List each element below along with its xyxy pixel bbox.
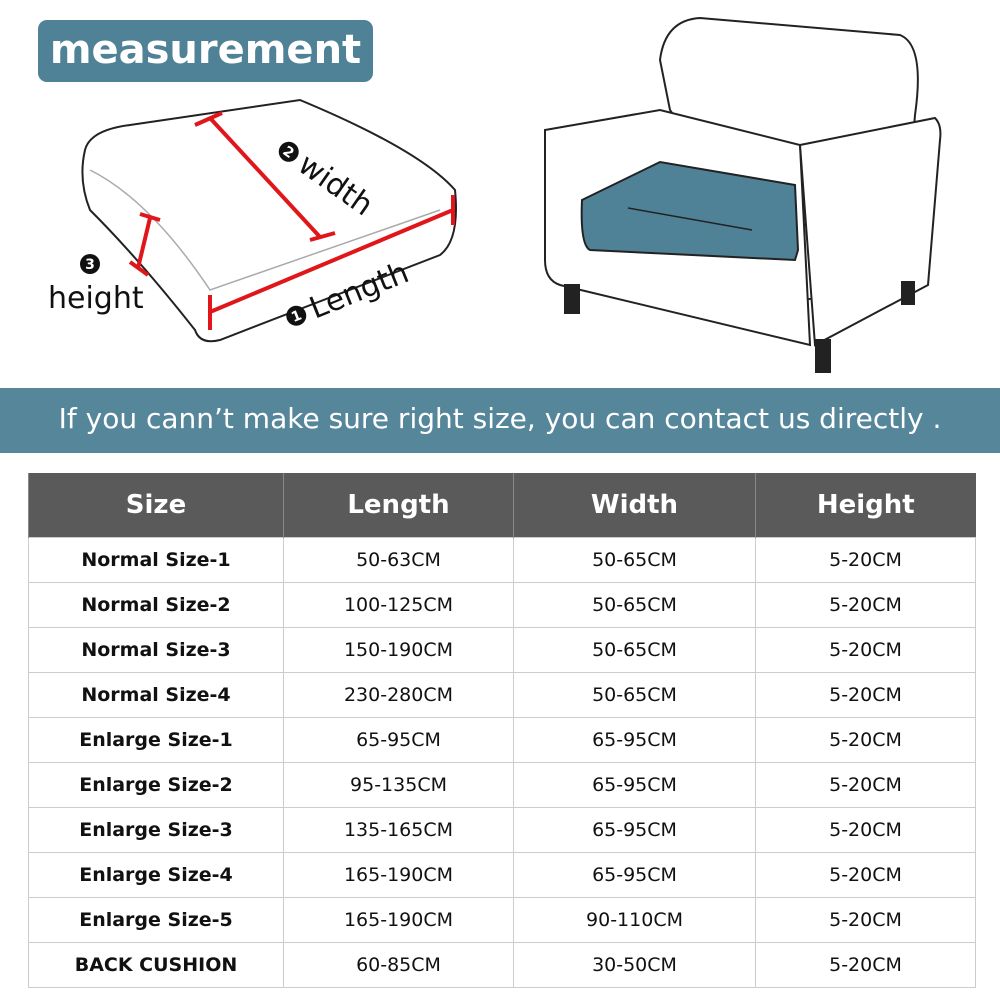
table-row: Normal Size-4 230-280CM 50-65CM 5-20CM (28, 672, 976, 718)
size-range: 5-20CM (755, 762, 976, 808)
size-range: 50-65CM (513, 582, 756, 628)
size-range: 65-95CM (513, 852, 756, 898)
badge: measurement (38, 20, 373, 82)
size-range: 5-20CM (755, 582, 976, 628)
label: height (48, 281, 144, 316)
size-range: 65-95CM (513, 807, 756, 853)
size-name: Enlarge Size-1 (28, 717, 284, 763)
table-row: BACK CUSHION 60-85CM 30-50CM 5-20CM (28, 942, 976, 988)
column-header: Width (513, 473, 756, 538)
table-row: Normal Size-1 50-63CM 50-65CM 5-20CM (28, 537, 976, 583)
size-range: 50-65CM (513, 672, 756, 718)
size-range: 165-190CM (283, 852, 514, 898)
table-row: Enlarge Size-3 135-165CM 65-95CM 5-20CM (28, 807, 976, 853)
chair (544, 16, 942, 373)
size-name: Normal Size-4 (28, 672, 284, 718)
measure-lines (128, 111, 455, 330)
size-name: Enlarge Size-4 (28, 852, 284, 898)
size-name: Enlarge Size-3 (28, 807, 284, 853)
column-header: Length (283, 473, 514, 538)
size-range: 150-190CM (283, 627, 514, 673)
table-row: Enlarge Size-5 165-190CM 90-110CM 5-20CM (28, 897, 976, 943)
number-badge (286, 305, 307, 326)
size-range: 50-65CM (513, 537, 756, 583)
size-range: 65-95CM (513, 717, 756, 763)
size-name: Enlarge Size-2 (28, 762, 284, 808)
size-range: 230-280CM (283, 672, 514, 718)
table-row: Normal Size-3 150-190CM 50-65CM 5-20CM (28, 627, 976, 673)
size-range: 5-20CM (755, 852, 976, 898)
size-range: 135-165CM (283, 807, 514, 853)
size-range: 5-20CM (755, 897, 976, 943)
table-row: Enlarge Size-2 95-135CM 65-95CM 5-20CM (28, 762, 976, 808)
column-header: Size (28, 473, 284, 538)
size-range: 60-85CM (283, 942, 514, 988)
size-range: 5-20CM (755, 537, 976, 583)
table-row: Normal Size-2 100-125CM 50-65CM 5-20CM (28, 582, 976, 628)
size-range: 50-63CM (283, 537, 514, 583)
size-range: 100-125CM (283, 582, 514, 628)
number: 3 (85, 257, 95, 273)
size-range: 5-20CM (755, 807, 976, 853)
size-name: Normal Size-2 (28, 582, 284, 628)
size-range: 5-20CM (755, 672, 976, 718)
table-body: Normal Size-1 50-63CM 50-65CM 5-20CM Normal … (28, 537, 976, 988)
number-badge (278, 141, 299, 162)
size-range: 5-20CM (755, 627, 976, 673)
size-table: Size Length Width Height Normal Size-1 50-63… (28, 473, 976, 988)
size-name: Normal Size-3 (28, 627, 284, 673)
banner: If you cann’t make sure right size, you … (0, 388, 1000, 453)
header-row: Size Length Width Height (28, 473, 976, 538)
table-row: Enlarge Size-4 165-190CM 65-95CM 5-20CM (28, 852, 976, 898)
size-name: Enlarge Size-5 (28, 897, 284, 943)
size-name: BACK CUSHION (28, 942, 284, 988)
size-range: 90-110CM (513, 897, 756, 943)
size-range: 65-95CM (513, 762, 756, 808)
column-header: Height (755, 473, 976, 538)
size-range: 30-50CM (513, 942, 756, 988)
size-name: Normal Size-1 (28, 537, 284, 583)
size-range: 50-65CM (513, 627, 756, 673)
table-row: Enlarge Size-1 65-95CM 65-95CM 5-20CM (28, 717, 976, 763)
size-range: 95-135CM (283, 762, 514, 808)
size-range: 5-20CM (755, 942, 976, 988)
size-range: 165-190CM (283, 897, 514, 943)
size-range: 5-20CM (755, 717, 976, 763)
number-badge (80, 254, 100, 274)
size-range: 65-95CM (283, 717, 514, 763)
